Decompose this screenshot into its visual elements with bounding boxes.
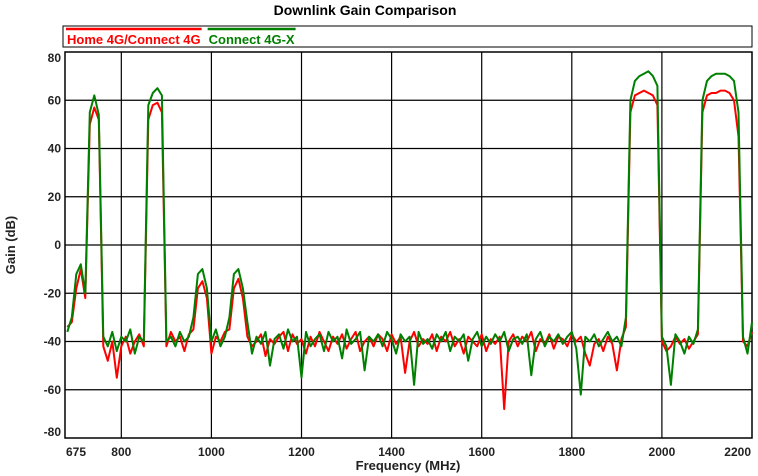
chart-title: Downlink Gain Comparison [274,2,457,18]
y-tick-labels: 80 60 40 20 0 -20 -40 -60 -80 [44,51,62,439]
legend-entry-0: Home 4G/Connect 4G [67,32,201,47]
y-tick-label: 20 [48,190,62,204]
y-tick-label: 0 [54,238,61,252]
x-tick-label: 2000 [649,445,676,459]
legend-box [62,25,753,48]
y-axis-label: Gain (dB) [3,216,18,275]
x-tick-label: 800 [111,445,131,459]
y-tick-label: 40 [48,142,62,156]
series-group [66,70,753,411]
y-tick-label: 60 [48,93,62,107]
x-tick-label: 2200 [724,445,751,459]
legend-entry-1: Connect 4G-X [209,32,295,47]
x-tick-label: 1200 [288,445,315,459]
x-axis-label: Frequency (MHz) [356,458,461,473]
x-tick-label: 1600 [468,445,495,459]
series-line-1 [66,70,753,396]
y-tick-label: -80 [44,425,62,439]
y-tick-label: 80 [48,51,62,65]
x-tick-label: 1800 [558,445,585,459]
x-tick-labels: 675 800 1000 1200 1400 1600 1800 2000 2200 [66,445,751,459]
grid [65,52,752,438]
x-tick-label: 1400 [378,445,405,459]
y-tick-label: -60 [44,383,62,397]
x-tick-label: 1000 [198,445,225,459]
x-tick-label: 675 [66,445,86,459]
y-tick-label: -20 [44,286,62,300]
y-tick-label: -40 [44,335,62,349]
legend: Home 4G/Connect 4G Connect 4G-X [66,27,296,47]
